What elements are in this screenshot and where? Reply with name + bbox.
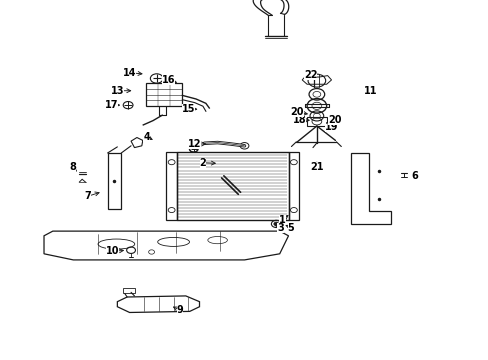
Text: 8: 8 <box>69 162 76 172</box>
Text: 4: 4 <box>143 132 150 142</box>
Text: 10: 10 <box>105 246 119 256</box>
Text: 14: 14 <box>122 68 136 78</box>
Text: 12: 12 <box>187 139 201 149</box>
Text: 13: 13 <box>110 86 124 96</box>
Bar <box>306 117 326 126</box>
Text: 6: 6 <box>410 171 417 181</box>
Bar <box>145 83 182 106</box>
Text: 5: 5 <box>287 222 294 233</box>
Bar <box>166 152 177 220</box>
Text: 1: 1 <box>279 215 285 225</box>
Bar <box>288 152 299 220</box>
Text: 11: 11 <box>363 86 377 96</box>
Circle shape <box>273 222 278 226</box>
Text: 17: 17 <box>104 100 118 110</box>
Text: 16: 16 <box>162 75 175 85</box>
Text: 21: 21 <box>309 162 323 172</box>
Bar <box>123 288 135 293</box>
Text: 19: 19 <box>324 122 338 132</box>
Text: 7: 7 <box>84 191 91 201</box>
Text: 20: 20 <box>327 114 341 125</box>
Text: 20: 20 <box>290 107 304 117</box>
Text: 15: 15 <box>181 104 195 114</box>
Text: 3: 3 <box>277 222 284 233</box>
Text: 2: 2 <box>199 158 206 168</box>
Bar <box>177 152 288 220</box>
Text: 22: 22 <box>303 70 317 80</box>
Text: 18: 18 <box>292 115 305 125</box>
Text: 9: 9 <box>176 305 183 315</box>
